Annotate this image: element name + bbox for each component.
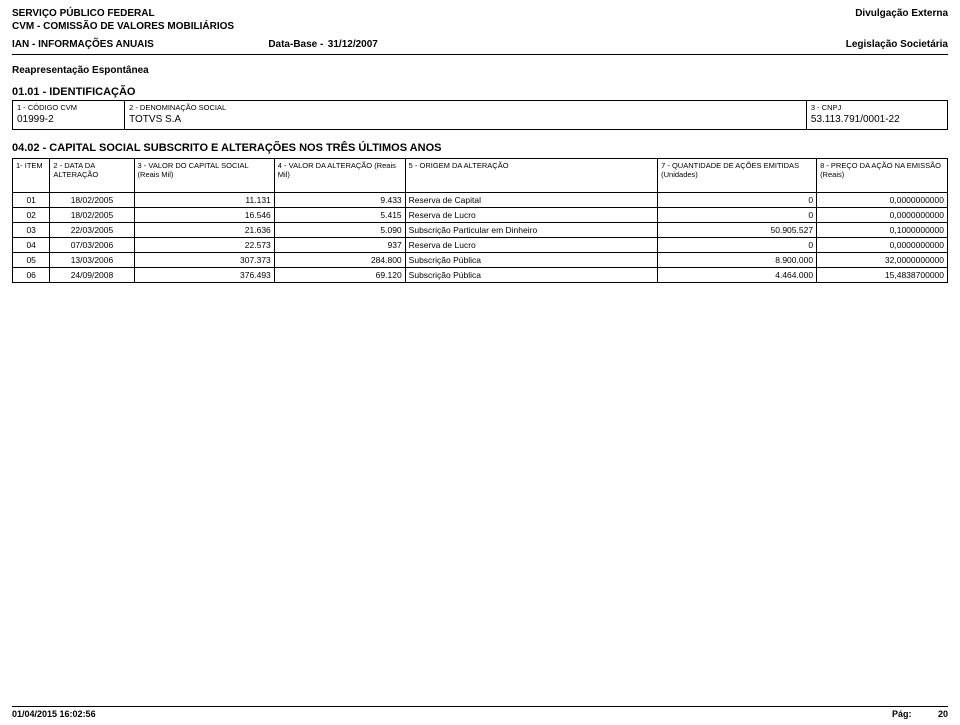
id-value-cnpj: 53.113.791/0001-22 [811, 114, 943, 125]
table-cell: 18/02/2005 [50, 193, 134, 208]
table-cell: Reserva de Lucro [405, 238, 657, 253]
table-cell: 32,0000000000 [817, 253, 948, 268]
id-cell-codigo: 1 - CÓDIGO CVM 01999-2 [13, 101, 125, 129]
table-cell: 03 [13, 223, 50, 238]
table-cell: 21.636 [134, 223, 274, 238]
id-label-denom: 2 - DENOMINAÇÃO SOCIAL [129, 103, 802, 112]
footer-timestamp: 01/04/2015 16:02:56 [12, 709, 96, 719]
table-cell: 18/02/2005 [50, 208, 134, 223]
table-row: 0513/03/2006307.373284.800Subscrição Púb… [13, 253, 948, 268]
footer-page-group: Pág: 20 [892, 709, 948, 719]
org-name-1: SERVIÇO PÚBLICO FEDERAL [12, 8, 155, 19]
capital-table-header-cell: 5 - ORIGEM DA ALTERAÇÃO [405, 159, 657, 193]
table-cell: 9.433 [274, 193, 405, 208]
table-row: 0322/03/200521.6365.090Subscrição Partic… [13, 223, 948, 238]
table-row: 0118/02/200511.1319.433Reserva de Capita… [13, 193, 948, 208]
header-line3-left-group: IAN - INFORMAÇÕES ANUAIS Data-Base - 31/… [12, 34, 378, 52]
table-cell: 24/09/2008 [50, 268, 134, 283]
table-cell: 307.373 [134, 253, 274, 268]
table-cell: 8.900.000 [658, 253, 817, 268]
id-cell-cnpj: 3 - CNPJ 53.113.791/0001-22 [807, 101, 947, 129]
table-cell: 69.120 [274, 268, 405, 283]
header-line1: SERVIÇO PÚBLICO FEDERAL Divulgação Exter… [12, 8, 948, 19]
id-label-cnpj: 3 - CNPJ [811, 103, 943, 112]
table-cell: 13/03/2006 [50, 253, 134, 268]
capital-table-header-cell: 3 - VALOR DO CAPITAL SOCIAL (Reais Mil) [134, 159, 274, 193]
table-cell: 04 [13, 238, 50, 253]
table-cell: 02 [13, 208, 50, 223]
table-cell: Subscrição Particular em Dinheiro [405, 223, 657, 238]
table-row: 0218/02/200516.5465.415Reserva de Lucro0… [13, 208, 948, 223]
table-cell: 15,4838700000 [817, 268, 948, 283]
table-cell: 4.464.000 [658, 268, 817, 283]
data-base-label: Data-Base - [268, 39, 323, 50]
header-divider [12, 54, 948, 55]
table-cell: Reserva de Lucro [405, 208, 657, 223]
table-cell: 5.415 [274, 208, 405, 223]
capital-table-header-cell: 1- ITEM [13, 159, 50, 193]
table-cell: 07/03/2006 [50, 238, 134, 253]
table-cell: 05 [13, 253, 50, 268]
table-cell: 50.905.527 [658, 223, 817, 238]
footer-page-label: Pág: [892, 709, 912, 719]
table-cell: 0,0000000000 [817, 238, 948, 253]
page-root: SERVIÇO PÚBLICO FEDERAL Divulgação Exter… [0, 0, 960, 725]
table-row: 0407/03/200622.573937Reserva de Lucro00,… [13, 238, 948, 253]
table-cell: 11.131 [134, 193, 274, 208]
section-id-title: 01.01 - IDENTIFICAÇÃO [12, 86, 948, 98]
header-line3: IAN - INFORMAÇÕES ANUAIS Data-Base - 31/… [12, 34, 948, 52]
table-cell: 06 [13, 268, 50, 283]
table-cell: 0,0000000000 [817, 193, 948, 208]
table-cell: 284.800 [274, 253, 405, 268]
table-cell: 937 [274, 238, 405, 253]
table-cell: 0 [658, 238, 817, 253]
capital-table-head: 1- ITEM2 - DATA DA ALTERAÇÃO3 - VALOR DO… [13, 159, 948, 193]
report-type: IAN - INFORMAÇÕES ANUAIS [12, 39, 154, 50]
page-footer: 01/04/2015 16:02:56 Pág: 20 [12, 706, 948, 719]
capital-table-header-row: 1- ITEM2 - DATA DA ALTERAÇÃO3 - VALOR DO… [13, 159, 948, 193]
table-cell: 0 [658, 208, 817, 223]
table-cell: 01 [13, 193, 50, 208]
capital-table-header-cell: 7 - QUANTIDADE DE AÇÕES EMITIDAS (Unidad… [658, 159, 817, 193]
id-cell-denom: 2 - DENOMINAÇÃO SOCIAL TOTVS S.A [125, 101, 807, 129]
table-cell: 0,0000000000 [817, 208, 948, 223]
id-value-codigo: 01999-2 [17, 114, 120, 125]
capital-table-header-cell: 8 - PREÇO DA AÇÃO NA EMISSÃO (Reais) [817, 159, 948, 193]
reapresentacao-label: Reapresentação Espontânea [12, 65, 948, 76]
capital-table-body: 0118/02/200511.1319.433Reserva de Capita… [13, 193, 948, 283]
capital-table: 1- ITEM2 - DATA DA ALTERAÇÃO3 - VALOR DO… [12, 158, 948, 283]
identification-table: 1 - CÓDIGO CVM 01999-2 2 - DENOMINAÇÃO S… [12, 100, 948, 130]
capital-table-header-cell: 2 - DATA DA ALTERAÇÃO [50, 159, 134, 193]
table-cell: 22/03/2005 [50, 223, 134, 238]
data-base-value: 31/12/2007 [328, 39, 378, 50]
table-cell: Reserva de Capital [405, 193, 657, 208]
id-label-codigo: 1 - CÓDIGO CVM [17, 103, 120, 112]
table-cell: 22.573 [134, 238, 274, 253]
table-cell: 5.090 [274, 223, 405, 238]
id-value-denom: TOTVS S.A [129, 114, 802, 125]
table-cell: 16.546 [134, 208, 274, 223]
section-capital-title: 04.02 - CAPITAL SOCIAL SUBSCRITO E ALTER… [12, 142, 948, 154]
table-cell: Subscrição Pública [405, 253, 657, 268]
capital-table-header-cell: 4 - VALOR DA ALTERAÇÃO (Reais Mil) [274, 159, 405, 193]
table-cell: Subscrição Pública [405, 268, 657, 283]
footer-page-number: 20 [938, 709, 948, 719]
table-cell: 0 [658, 193, 817, 208]
org-name-2: CVM - COMISSÃO DE VALORES MOBILIÁRIOS [12, 21, 948, 32]
disclosure-label: Divulgação Externa [855, 8, 948, 19]
legislation-label: Legislação Societária [846, 39, 948, 50]
table-cell: 376.493 [134, 268, 274, 283]
table-row: 0624/09/2008376.49369.120Subscrição Públ… [13, 268, 948, 283]
table-cell: 0,1000000000 [817, 223, 948, 238]
